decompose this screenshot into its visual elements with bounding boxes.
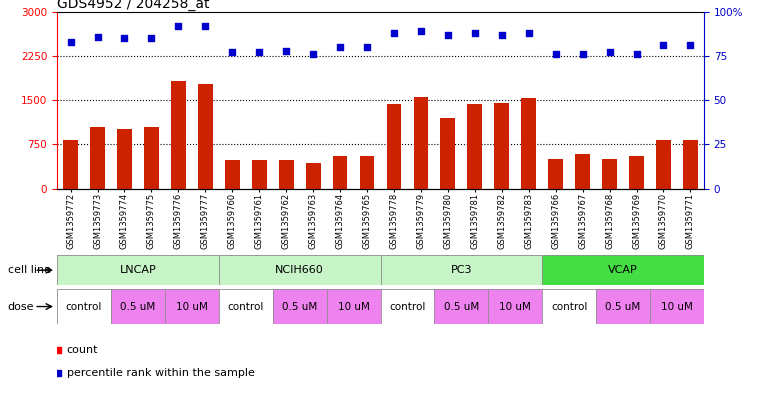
Point xyxy=(684,42,696,48)
Bar xyxy=(435,289,489,324)
Bar xyxy=(521,98,537,189)
Bar xyxy=(224,160,240,189)
Bar xyxy=(602,158,617,189)
Bar xyxy=(326,289,380,324)
Point xyxy=(495,31,508,38)
Point xyxy=(603,49,616,55)
Bar xyxy=(279,160,294,189)
Bar xyxy=(543,289,596,324)
Point xyxy=(630,51,642,57)
Point xyxy=(145,35,158,41)
Text: cell line: cell line xyxy=(8,265,51,275)
Point xyxy=(65,39,77,45)
Point xyxy=(361,44,373,50)
Bar xyxy=(333,156,348,189)
Bar xyxy=(144,127,159,189)
Text: 10 uM: 10 uM xyxy=(661,301,693,312)
Text: 0.5 uM: 0.5 uM xyxy=(444,301,479,312)
Bar xyxy=(198,84,213,189)
Bar xyxy=(306,163,320,189)
Point xyxy=(119,35,131,41)
Point xyxy=(199,23,212,29)
Bar xyxy=(543,255,704,285)
Point xyxy=(388,30,400,36)
Bar xyxy=(650,289,704,324)
Bar xyxy=(165,289,219,324)
Bar xyxy=(575,154,590,189)
Bar xyxy=(489,289,542,324)
Text: 10 uM: 10 uM xyxy=(499,301,531,312)
Bar xyxy=(380,255,542,285)
Bar xyxy=(495,103,509,189)
Text: control: control xyxy=(66,301,102,312)
Bar xyxy=(117,129,132,189)
Bar xyxy=(219,255,380,285)
Bar xyxy=(387,104,401,189)
Point xyxy=(226,49,238,55)
Text: 10 uM: 10 uM xyxy=(176,301,208,312)
Point xyxy=(577,51,589,57)
Text: VCAP: VCAP xyxy=(608,265,638,275)
Point xyxy=(549,51,562,57)
Point xyxy=(91,33,103,40)
Point xyxy=(334,44,346,50)
Bar xyxy=(171,81,186,189)
Bar xyxy=(272,289,326,324)
Bar xyxy=(57,289,111,324)
Point xyxy=(280,48,292,54)
Text: NCIH660: NCIH660 xyxy=(275,265,324,275)
Point xyxy=(307,51,319,57)
Bar xyxy=(596,289,650,324)
Text: percentile rank within the sample: percentile rank within the sample xyxy=(67,368,255,378)
Bar xyxy=(629,156,644,189)
Point xyxy=(469,30,481,36)
Point xyxy=(442,31,454,38)
Text: control: control xyxy=(390,301,425,312)
Bar xyxy=(90,127,105,189)
Bar xyxy=(548,158,563,189)
Bar xyxy=(380,289,435,324)
Bar xyxy=(360,156,374,189)
Text: GDS4952 / 204258_at: GDS4952 / 204258_at xyxy=(57,0,209,11)
Bar xyxy=(441,118,455,189)
Bar xyxy=(219,289,272,324)
Point xyxy=(415,28,427,34)
Point xyxy=(523,30,535,36)
Bar xyxy=(111,289,165,324)
Bar xyxy=(683,140,698,189)
Text: dose: dose xyxy=(8,301,34,312)
Text: control: control xyxy=(228,301,264,312)
Text: control: control xyxy=(551,301,587,312)
Bar xyxy=(57,255,219,285)
Bar xyxy=(656,140,671,189)
Text: 0.5 uM: 0.5 uM xyxy=(120,301,155,312)
Bar xyxy=(63,140,78,189)
Text: LNCAP: LNCAP xyxy=(119,265,156,275)
Text: PC3: PC3 xyxy=(451,265,472,275)
Point xyxy=(658,42,670,48)
Text: 0.5 uM: 0.5 uM xyxy=(606,301,641,312)
Text: 0.5 uM: 0.5 uM xyxy=(282,301,317,312)
Point xyxy=(253,49,266,55)
Bar xyxy=(252,160,266,189)
Bar xyxy=(413,97,428,189)
Point xyxy=(172,23,184,29)
Text: count: count xyxy=(67,345,98,355)
Bar xyxy=(467,104,482,189)
Text: 10 uM: 10 uM xyxy=(338,301,370,312)
